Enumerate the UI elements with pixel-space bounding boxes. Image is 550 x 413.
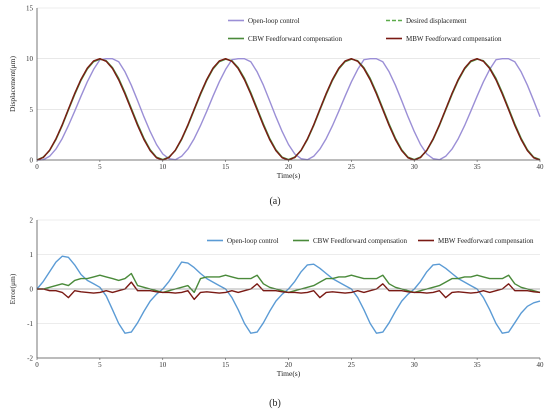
panel-b-ticks: 0 5 10 15 20 25 30 35 40 -2 -1 0 1 2 — [27, 217, 544, 370]
a-x-tick-label-0: 0 — [35, 163, 39, 171]
b-y-tick-label-2: 0 — [30, 286, 34, 294]
b-y-tick-label-4: 2 — [30, 217, 34, 225]
b-x-tick-label-4: 20 — [285, 361, 293, 369]
a-x-tick-label-5: 25 — [348, 163, 356, 171]
panel-b-caption: (b) — [269, 398, 281, 409]
a-x-tick-label-4: 20 — [285, 163, 293, 171]
a-x-tick-label-8: 40 — [537, 163, 545, 171]
b-series-line-0 — [36, 255, 541, 334]
b-series-line-2 — [37, 281, 541, 301]
panel-a-y-axis-label: Displacement(μm) — [8, 55, 17, 112]
panel-a-x-axis-label: Time(s) — [277, 171, 301, 180]
b-legend-label-1: CBW Feedforward compensation — [313, 237, 407, 245]
panel-b-legend: Open-loop control CBW Feedforward compens… — [207, 237, 534, 245]
a-legend-label-0: Open-loop control — [248, 17, 300, 25]
b-y-tick-label-3: 1 — [30, 251, 34, 259]
a-legend-label-1: Desired displacement — [406, 17, 467, 25]
b-x-tick-label-1: 5 — [98, 361, 102, 369]
panel-a-chart: 0 5 10 15 20 25 30 35 40 0 5 10 15 Open-loop control… — [8, 5, 544, 208]
panel-b-chart: 0 5 10 15 20 25 30 35 40 -2 -1 0 1 2 Open-loop contro… — [8, 217, 544, 410]
b-x-tick-label-2: 10 — [159, 361, 167, 369]
a-series-line-0 — [36, 58, 541, 161]
b-legend-label-0: Open-loop control — [227, 237, 279, 245]
b-x-tick-label-3: 15 — [222, 361, 230, 369]
panel-b-x-axis-label: Time(s) — [277, 369, 301, 378]
a-y-tick-label-1: 5 — [30, 106, 34, 114]
panel-a-gridlines — [37, 7, 540, 161]
b-y-tick-label-1: -1 — [27, 320, 33, 328]
b-x-tick-label-8: 40 — [537, 361, 545, 369]
a-y-tick-label-3: 15 — [26, 5, 34, 13]
a-x-tick-label-1: 5 — [98, 163, 102, 171]
panel-a-axes — [36, 8, 540, 161]
a-y-tick-label-0: 0 — [30, 157, 34, 165]
b-x-tick-label-5: 25 — [348, 361, 356, 369]
panel-b-series — [36, 255, 541, 334]
a-x-tick-label-7: 35 — [474, 163, 482, 171]
b-y-tick-label-0: -2 — [27, 355, 33, 363]
a-y-tick-label-2: 10 — [26, 55, 34, 63]
panel-a-legend: Open-loop control Desired displacement CBW… — [228, 17, 502, 43]
a-x-tick-label-6: 30 — [411, 163, 419, 171]
a-legend-label-3: MBW Feedforward compensation — [406, 35, 502, 43]
b-x-tick-label-7: 35 — [474, 361, 482, 369]
b-x-tick-label-0: 0 — [35, 361, 39, 369]
b-x-tick-label-6: 30 — [411, 361, 419, 369]
panel-a-ticks: 0 5 10 15 20 25 30 35 40 0 5 10 15 — [26, 5, 544, 172]
a-x-tick-label-3: 15 — [222, 163, 230, 171]
a-legend-label-2: CBW Feedforward compensation — [248, 35, 342, 43]
panel-a-caption: (a) — [269, 196, 280, 207]
panel-b-y-axis-label: Error(μm) — [8, 273, 17, 304]
a-x-tick-label-2: 10 — [159, 163, 167, 171]
b-legend-label-2: MBW Feedforward compensation — [438, 237, 534, 245]
